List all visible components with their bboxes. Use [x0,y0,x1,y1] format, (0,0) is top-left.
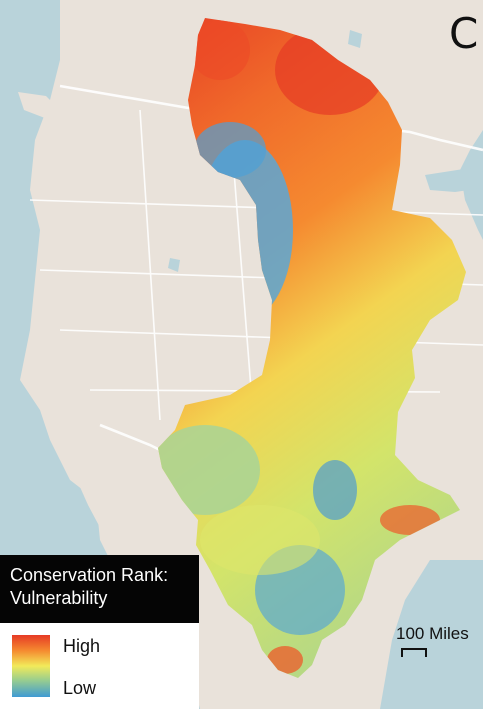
scale-label: 100 Miles [396,624,469,643]
legend-low-label: Low [63,678,97,698]
mid-zone-south [200,505,320,575]
scale-bar [401,648,427,657]
baja-peninsula [76,450,130,560]
state-line-5 [139,109,161,421]
low-zone-north [194,122,266,178]
low-zone-southwest [158,425,260,515]
legend-color-ramp [12,635,50,697]
small-lake-north [348,30,362,48]
legend-title-text: Conservation Rank: Vulnerability [10,565,169,608]
legend-title: Conservation Rank: Vulnerability [0,555,199,623]
lake-superior [425,168,483,192]
high-zone-northwest [190,20,250,80]
small-lake-west [168,258,180,272]
low-zone-texas [313,460,357,520]
legend-body: High Low [0,623,199,709]
high-zone-coast [380,505,440,535]
vancouver-island [18,92,64,120]
panel-letter: C [449,9,479,58]
legend-high-label: High [63,636,101,656]
high-zone-southtip [267,646,303,674]
